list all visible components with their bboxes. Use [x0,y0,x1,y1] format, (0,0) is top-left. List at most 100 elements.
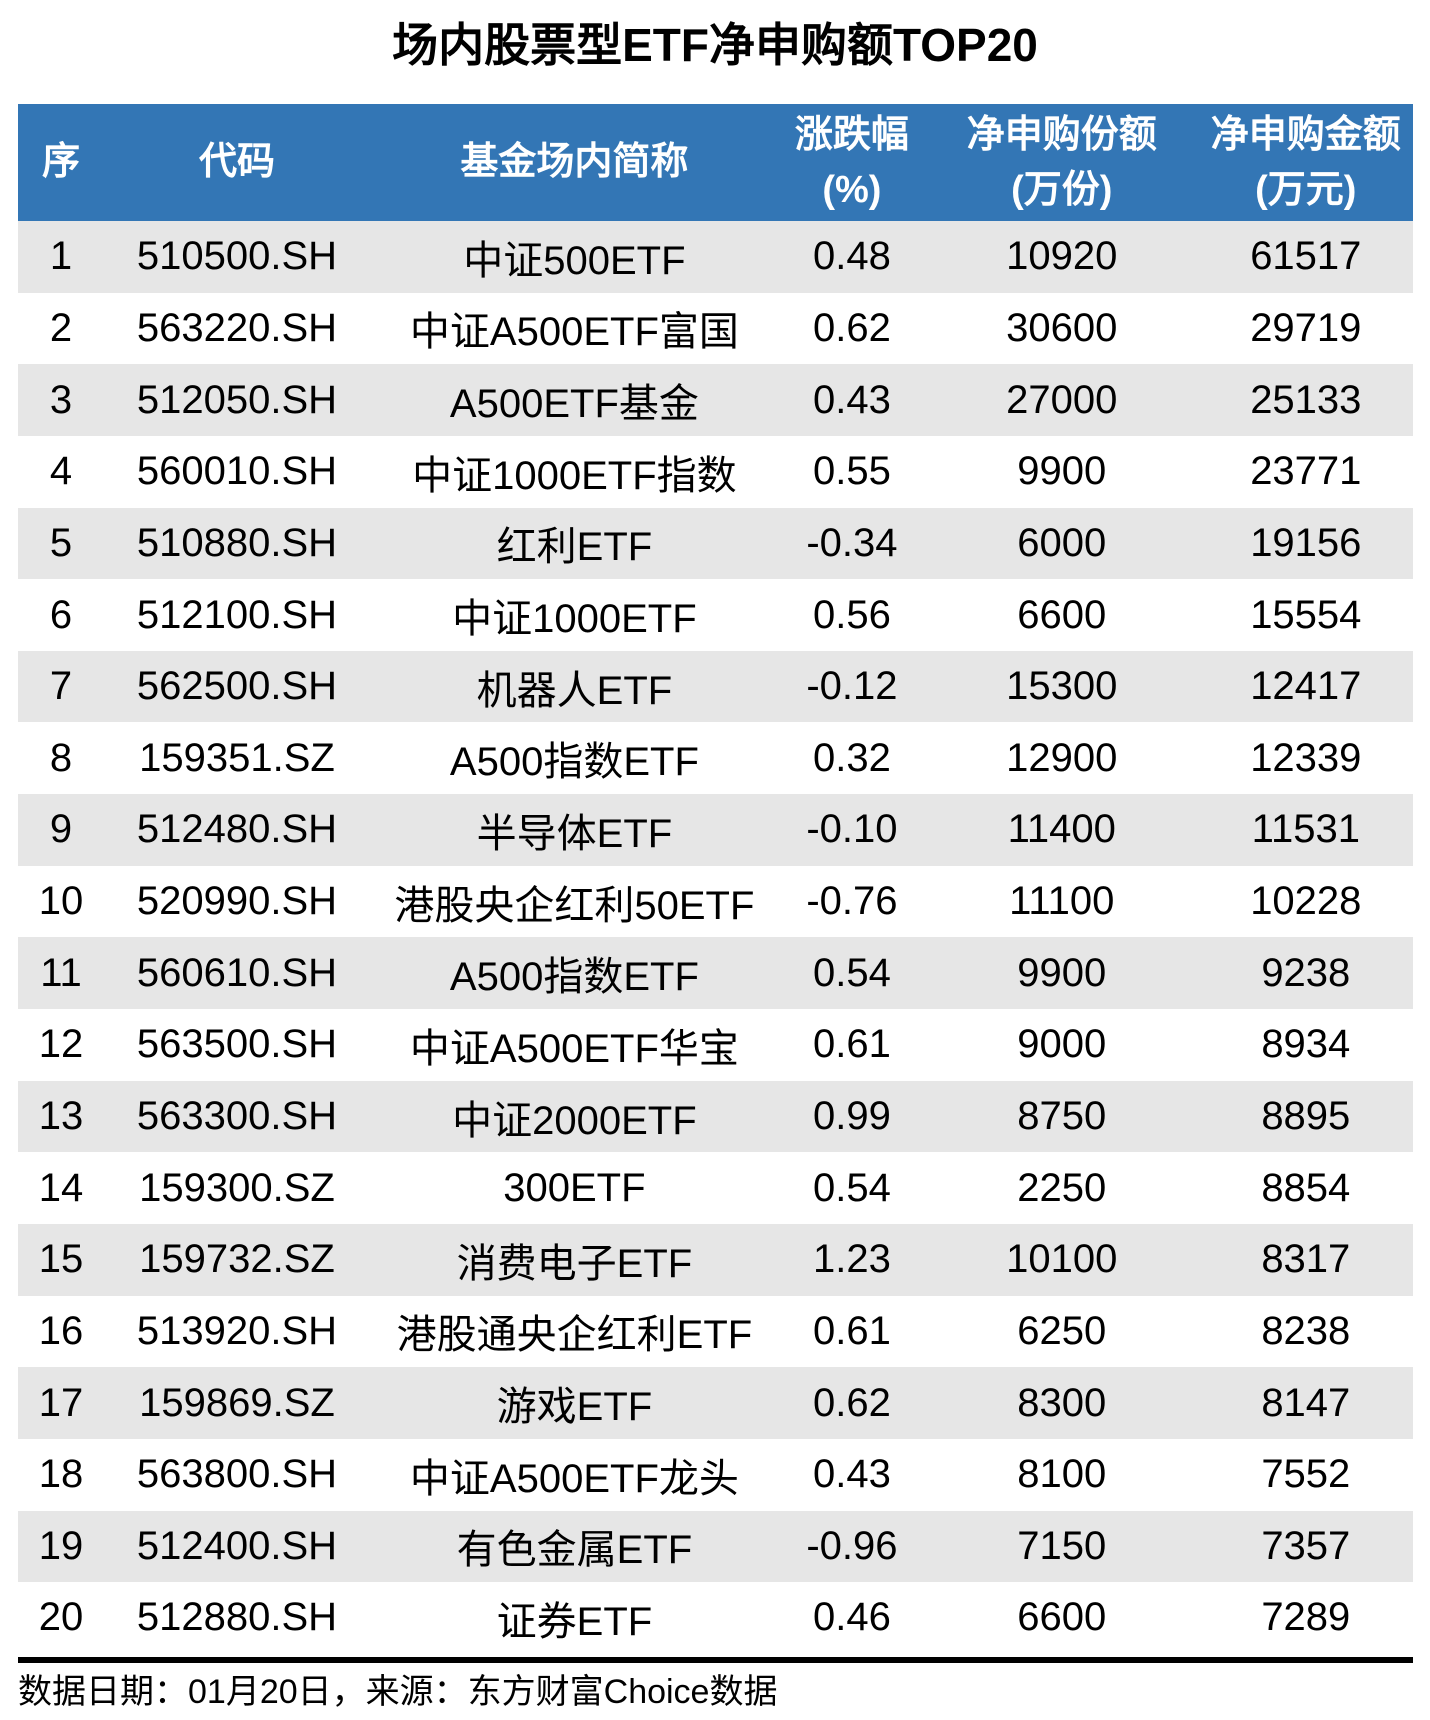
cell-shares: 7150 [1017,1523,1107,1568]
cell-rank: 19 [38,1523,84,1568]
cell-change: 0.43 [812,1452,891,1497]
cell-code: 159869.SZ [139,1380,335,1425]
cell-rank: 1 [49,234,73,279]
cell-amount: 15554 [1250,592,1362,637]
table-header: 序 代码 基金场内简称 涨跌幅 (%) 净申购份额 (万份) 净申购金额 (万元… [17,104,1413,221]
cell-name: 证券ETF [496,1599,653,1644]
cell-code: 510880.SH [136,520,338,565]
cell-rank: 7 [49,664,73,709]
cell-rank: 10 [38,879,84,924]
cell-shares: 6600 [1017,1595,1107,1640]
table-header-row: 序 代码 基金场内简称 涨跌幅 (%) 净申购份额 (万份) 净申购金额 (万元… [17,104,1413,221]
cell-code: 512480.SH [136,807,338,852]
cell-rank: 4 [49,449,73,494]
cell-code: 510500.SH [136,234,338,279]
cell-rank: 17 [38,1380,84,1425]
cell-rank: 15 [38,1237,84,1282]
table-row: 11 560610.SH A500指数ETF 0.54 9900 9238 [17,937,1413,1010]
cell-rank: 18 [38,1452,84,1497]
cell-change: -0.96 [806,1523,898,1568]
cell-change: 0.56 [812,592,891,637]
cell-name: 有色金属ETF [456,1528,693,1573]
header-label: 代码 [198,141,275,183]
cell-amount: 25133 [1250,377,1362,422]
cell-code: 563500.SH [136,1022,338,1067]
table-row: 18 563800.SH 中证A500ETF龙头 0.43 8100 7552 [17,1438,1413,1511]
cell-rank: 3 [49,377,73,422]
table-row: 15 159732.SZ 消费电子ETF 1.23 10100 8317 [17,1223,1413,1296]
table-row: 1 510500.SH 中证500ETF 0.48 10920 61517 [17,221,1413,293]
cell-rank: 11 [40,950,82,995]
header-label-line1: 净申购份额 [966,113,1157,156]
cell-code: 159732.SZ [139,1237,335,1282]
data-source-note: 数据日期：01月20日，来源：东方财富Choice数据 [18,1672,778,1711]
header-cell-rank: 序 [18,104,105,221]
cell-name: 半导体ETF [476,811,673,856]
cell-rank: 16 [38,1308,84,1353]
cell-amount: 19156 [1250,520,1362,565]
cell-code: 562500.SH [136,664,338,709]
cell-name: A500ETF基金 [449,382,699,427]
cell-code: 520990.SH [136,879,338,924]
cell-shares: 15300 [1006,664,1118,709]
cell-shares: 8300 [1017,1380,1107,1425]
cell-amount: 9238 [1261,950,1351,995]
cell-name: A500指数ETF [449,955,699,1000]
cell-shares: 9900 [1017,449,1107,494]
cell-code: 159351.SZ [139,735,335,780]
cell-amount: 8895 [1261,1094,1351,1138]
table-row: 2 563220.SH 中证A500ETF富国 0.62 30600 29719 [17,292,1413,365]
cell-change: 0.48 [812,234,891,279]
table-row: 6 512100.SH 中证1000ETF 0.56 6600 15554 [17,579,1413,651]
table-row: 12 563500.SH 中证A500ETF华宝 0.61 9000 8934 [17,1009,1413,1081]
cell-code: 512880.SH [136,1595,338,1640]
cell-amount: 10228 [1250,879,1362,924]
cell-rank: 9 [49,807,73,852]
cell-name: 游戏ETF [496,1385,653,1430]
header-label: 序 [41,141,80,183]
cell-rank: 6 [49,592,73,637]
table-row: 17 159869.SZ 游戏ETF 0.62 8300 8147 [17,1367,1413,1439]
cell-name: 300ETF [503,1165,646,1210]
cell-name: 中证1000ETF指数 [412,453,737,498]
cell-change: 0.54 [812,950,891,995]
cell-rank: 2 [49,305,73,350]
cell-rank: 8 [49,735,73,780]
table-row: 5 510880.SH 红利ETF -0.34 6000 19156 [17,507,1413,580]
table-row: 4 560010.SH 中证1000ETF指数 0.55 9900 23771 [17,435,1413,508]
header-label-line2: (万份) [1011,168,1113,211]
cell-name: 中证2000ETF [452,1098,697,1143]
cell-code: 512400.SH [136,1523,338,1568]
header-cell-change: 涨跌幅 (%) [779,104,924,221]
cell-change: 0.61 [812,1308,891,1353]
cell-shares: 12900 [1006,735,1118,780]
cell-shares: 11100 [1009,879,1115,924]
cell-shares: 9900 [1017,950,1107,995]
cell-change: -0.76 [806,879,898,924]
header-label: 基金场内简称 [460,141,689,183]
cell-code: 512100.SH [136,592,338,637]
cell-change: 0.99 [812,1094,891,1138]
cell-code: 563800.SH [136,1452,338,1497]
table-body: 1 510500.SH 中证500ETF 0.48 10920 61517 2 563220.… [17,221,1413,1654]
cell-shares: 30600 [1006,305,1118,350]
header-cell-shares: 净申购份额 (万份) [924,104,1199,221]
cell-name: 港股通央企红利ETF [396,1313,753,1358]
cell-change: -0.12 [806,664,898,709]
cell-change: 0.32 [812,735,891,780]
cell-name: 中证500ETF [463,238,686,283]
table-row: 13 563300.SH 中证2000ETF 0.99 8750 8895 [17,1080,1413,1153]
cell-shares: 10100 [1006,1237,1118,1282]
header-label-line1: 涨跌幅 [794,113,909,156]
cell-name: A500指数ETF [449,740,699,785]
cell-shares: 11400 [1007,807,1116,852]
cell-amount: 7289 [1261,1595,1351,1640]
cell-name: 中证1000ETF [452,597,697,642]
cell-rank: 14 [38,1165,84,1210]
cell-shares: 10920 [1006,234,1118,279]
cell-amount: 12417 [1250,664,1362,709]
cell-rank: 20 [38,1595,84,1640]
table-row: 7 562500.SH 机器人ETF -0.12 15300 12417 [17,650,1413,723]
cell-amount: 8238 [1261,1308,1351,1353]
cell-amount: 12339 [1250,735,1362,780]
